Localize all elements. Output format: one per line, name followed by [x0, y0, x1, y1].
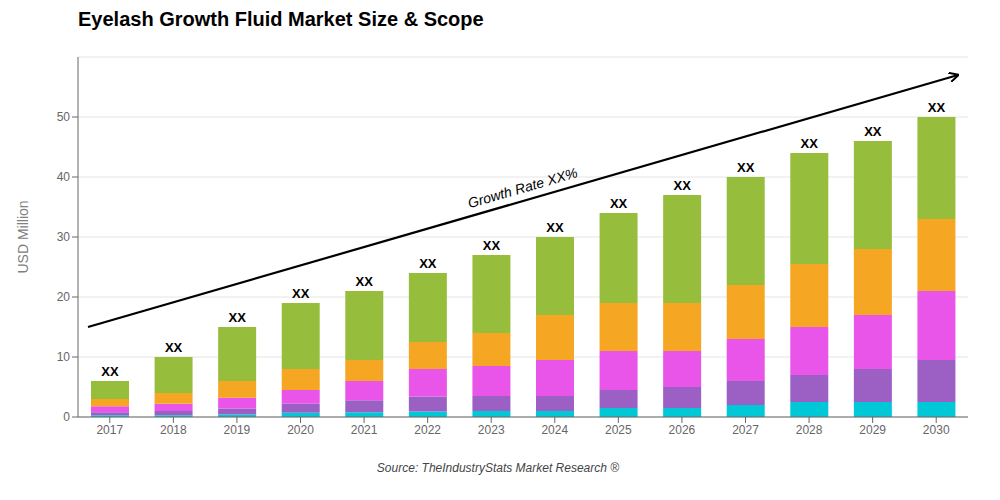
svg-text:USD Million: USD Million: [15, 200, 31, 273]
svg-text:2026: 2026: [669, 423, 696, 437]
svg-text:XX: XX: [610, 196, 628, 211]
svg-text:2022: 2022: [414, 423, 441, 437]
svg-text:0: 0: [63, 410, 70, 424]
svg-text:XX: XX: [101, 364, 119, 379]
svg-text:2017: 2017: [96, 423, 123, 437]
svg-text:50: 50: [57, 110, 71, 124]
svg-text:2025: 2025: [605, 423, 632, 437]
svg-text:30: 30: [57, 230, 71, 244]
svg-text:20: 20: [57, 290, 71, 304]
svg-text:2027: 2027: [732, 423, 759, 437]
html-text:Source: TheIndustryStats Marke: Source: TheIndustryStats Market Research…: [376, 461, 620, 475]
svg-text:XX: XX: [419, 256, 437, 271]
svg-text:XX: XX: [801, 136, 819, 151]
svg-text:Growth Rate XX%: Growth Rate XX%: [466, 164, 580, 211]
svg-text:2023: 2023: [478, 423, 505, 437]
svg-text:40: 40: [57, 170, 71, 184]
svg-text:2021: 2021: [351, 423, 378, 437]
svg-text:XX: XX: [483, 238, 501, 253]
html-text:Eyelash Growth Fluid Market Si: Eyelash Growth Fluid Market Size & Scope: [78, 8, 484, 30]
svg-text:XX: XX: [165, 340, 183, 355]
svg-text:2019: 2019: [224, 423, 251, 437]
svg-text:XX: XX: [292, 286, 310, 301]
svg-text:2018: 2018: [160, 423, 187, 437]
svg-text:XX: XX: [737, 160, 755, 175]
svg-text:XX: XX: [546, 220, 564, 235]
svg-text:XX: XX: [228, 310, 246, 325]
svg-text:2028: 2028: [796, 423, 823, 437]
svg-text:XX: XX: [928, 100, 946, 115]
svg-text:2029: 2029: [859, 423, 886, 437]
svg-text:2024: 2024: [541, 423, 568, 437]
svg-text:10: 10: [57, 350, 71, 364]
svg-text:2030: 2030: [923, 423, 950, 437]
svg-text:2020: 2020: [287, 423, 314, 437]
svg-text:XX: XX: [673, 178, 691, 193]
svg-text:XX: XX: [356, 274, 374, 289]
svg-text:XX: XX: [864, 124, 882, 139]
